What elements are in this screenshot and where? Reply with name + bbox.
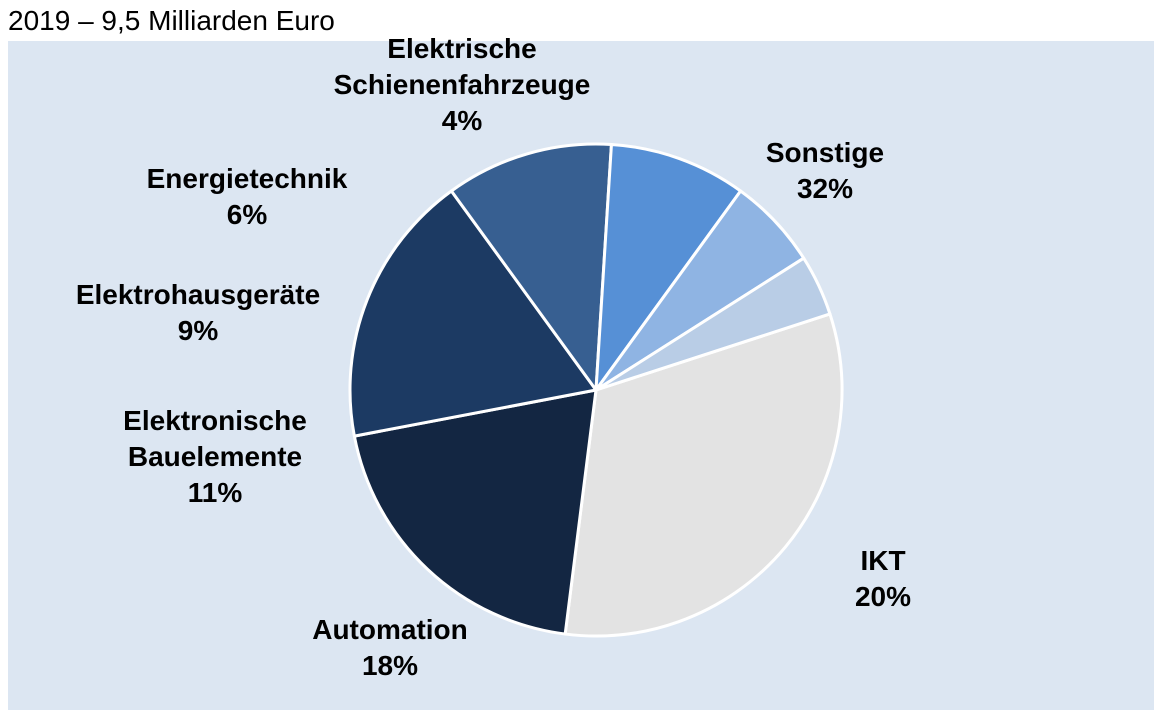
slice-name-label: Elektrohausgeräte [76,279,320,310]
pie-slice [563,312,844,638]
slice-percent-label: 4% [442,105,483,136]
slice-percent-label: 11% [188,477,243,508]
slice-name-label: Sonstige [766,137,884,168]
slice-name-label: Schienenfahrzeuge [334,69,591,100]
slice-name-label: Energietechnik [147,163,348,194]
slice-name-label: Elektronische [123,405,307,436]
pie-slice [348,189,598,438]
pie-slice [449,142,613,392]
pie-slices [348,142,844,638]
pie-labels: Sonstige 32% IKT 20% Automation 18% Elektronis… [76,33,911,681]
slice-percent-label: 6% [227,199,268,230]
slice-percent-label: 32% [797,173,853,204]
pie-slice [594,256,832,392]
slice-percent-label: 20% [855,581,911,612]
slice-percent-label: 9% [178,315,219,346]
slice-name-label: Elektrische [387,33,536,64]
slice-percent-label: 18% [362,650,418,681]
slice-name-label: Automation [312,614,468,645]
pie-slice [352,388,598,636]
pie-slice [594,142,743,392]
chart-title: 2019 – 9,5 Milliarden Euro [8,5,335,36]
slice-name-label: Bauelemente [128,441,302,472]
slice-name-label: IKT [860,545,905,576]
